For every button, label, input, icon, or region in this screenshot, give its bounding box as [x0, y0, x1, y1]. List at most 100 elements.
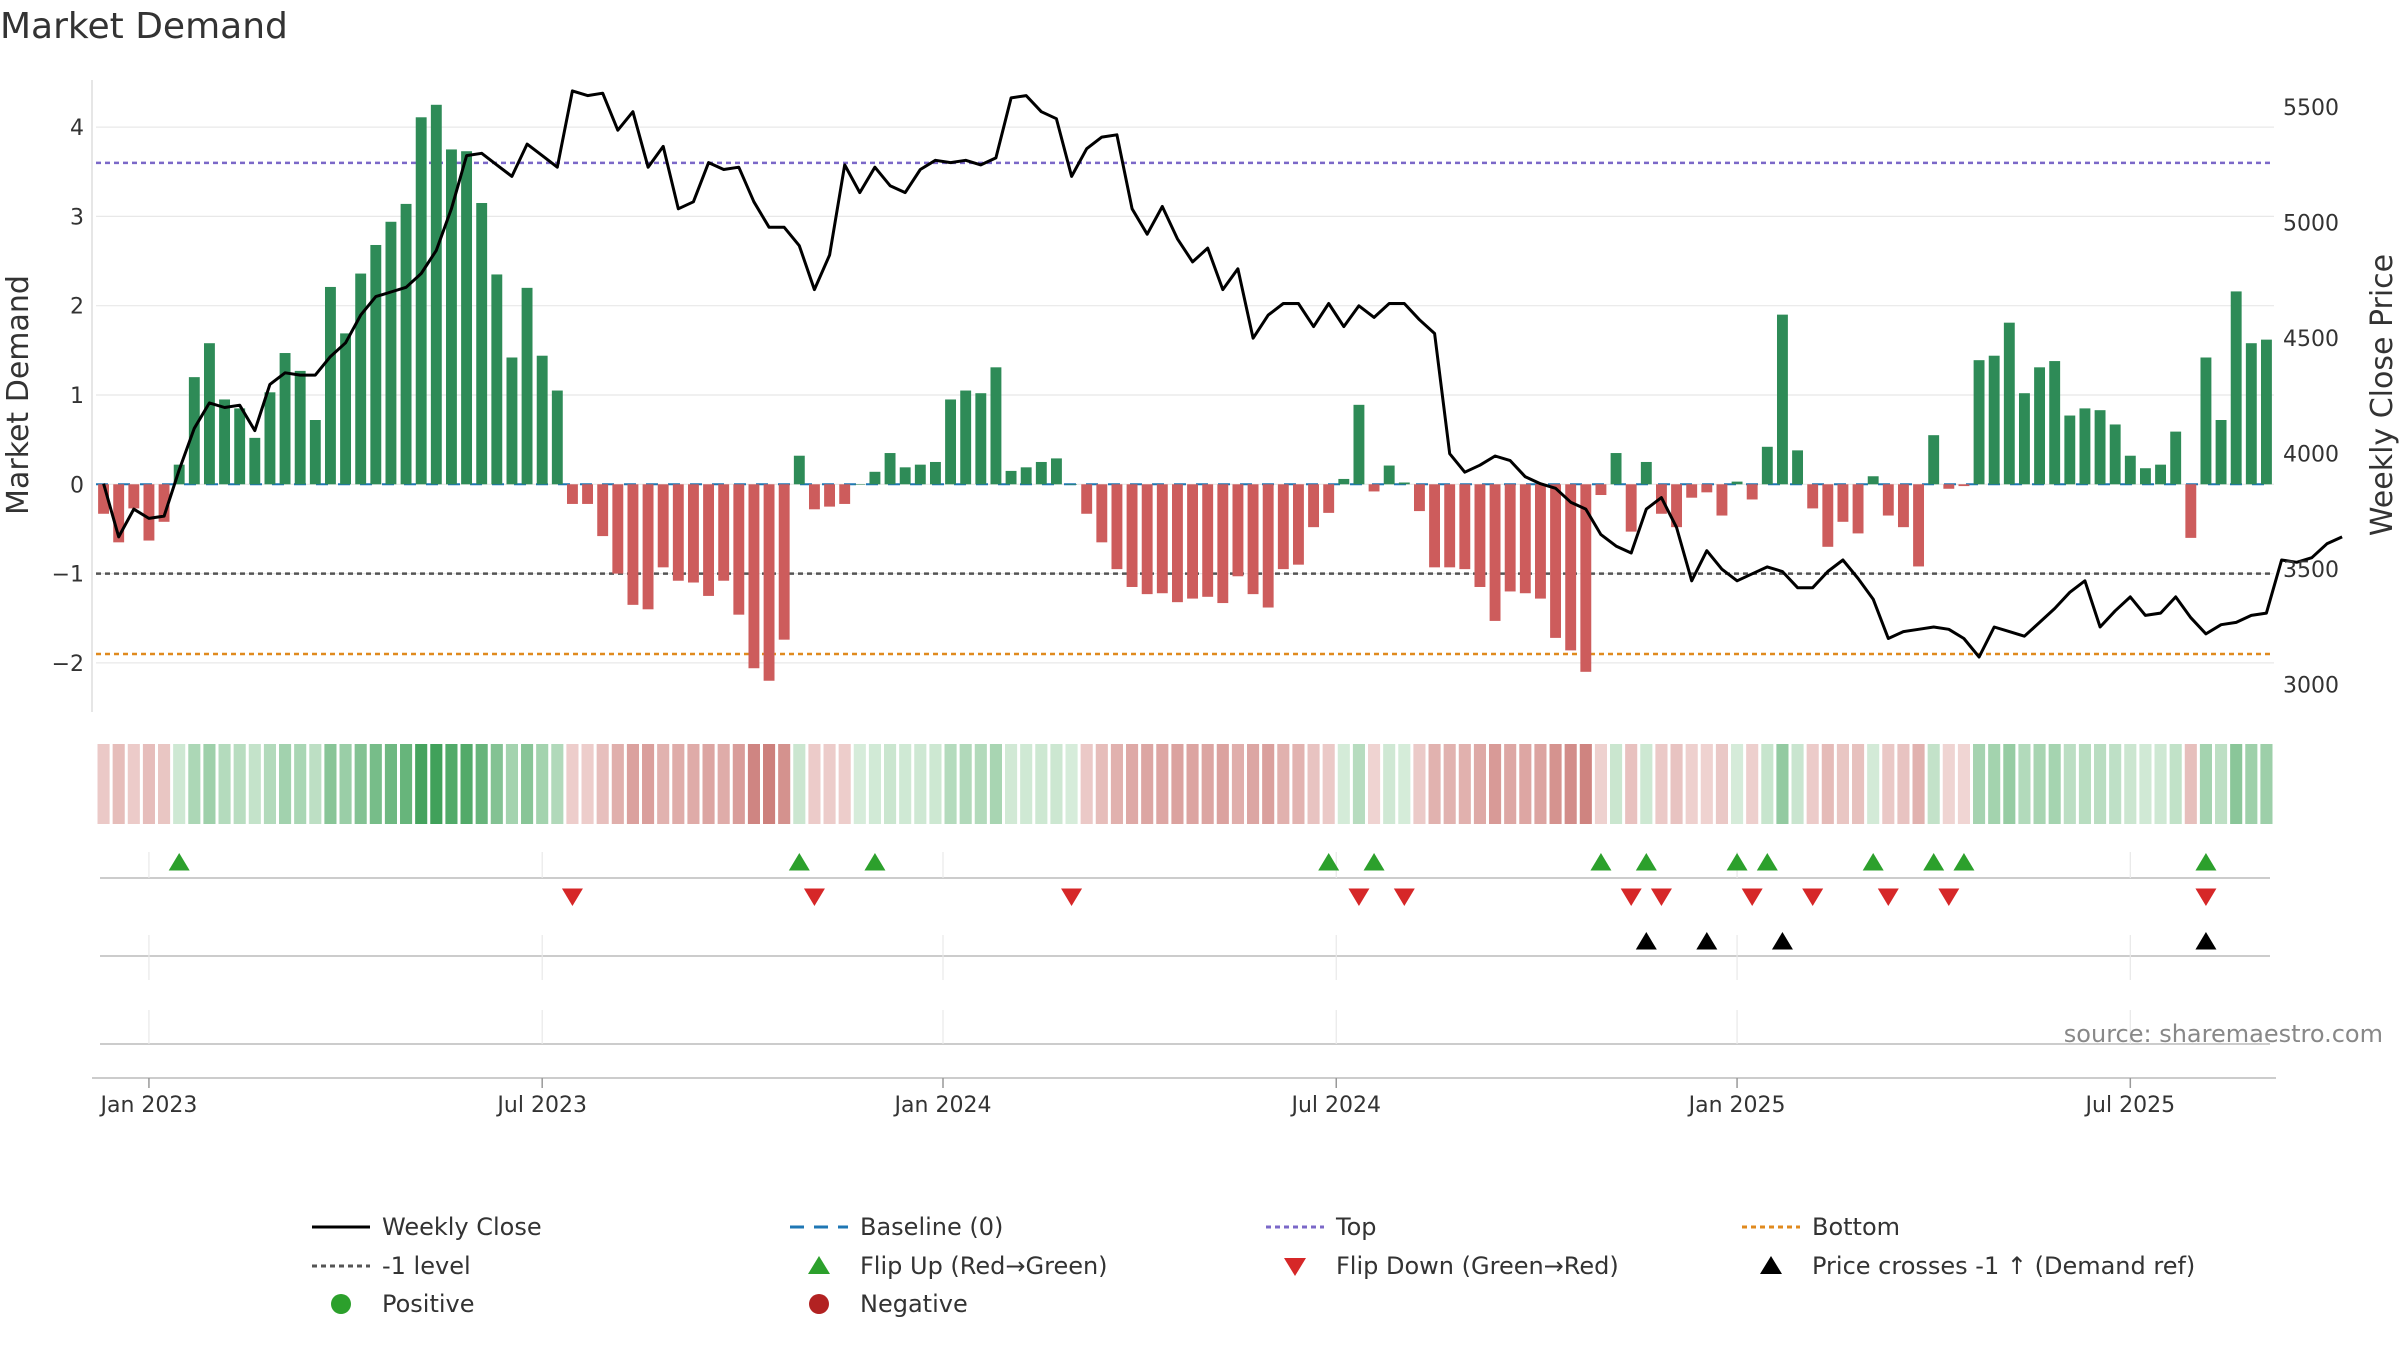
flip-down-marker — [2195, 888, 2217, 906]
heat-cell — [309, 744, 322, 824]
demand-bar — [264, 392, 276, 485]
demand-bar — [536, 355, 548, 485]
heat-cell — [1489, 744, 1502, 824]
demand-bar — [1746, 484, 1758, 500]
demand-bar — [1459, 484, 1471, 570]
demand-bar — [1882, 484, 1894, 516]
demand-bar — [234, 408, 246, 485]
y-right-tick-label: 3500 — [2283, 558, 2339, 583]
heat-cell — [672, 744, 685, 824]
heat-cell — [1534, 744, 1547, 824]
heat-cell — [1791, 744, 1804, 824]
demand-bar — [1580, 484, 1592, 672]
demand-bar — [143, 484, 155, 541]
legend-label: Negative — [860, 1290, 968, 1318]
heat-cell — [1988, 744, 2001, 824]
demand-bar — [400, 203, 412, 485]
heat-cell — [430, 744, 443, 824]
heat-cell — [853, 744, 866, 824]
demand-bar — [1217, 484, 1229, 604]
demand-bar — [1247, 484, 1259, 595]
heat-cell — [2018, 744, 2031, 824]
demand-bar — [793, 455, 805, 485]
heat-cell — [505, 744, 518, 824]
y-right-tick-label: 5500 — [2283, 96, 2339, 121]
heat-cell — [1685, 744, 1698, 824]
demand-bar — [2260, 339, 2272, 485]
heat-cell — [1141, 744, 1154, 824]
heat-cell — [354, 744, 367, 824]
heat-cell — [233, 744, 246, 824]
demand-bar — [1081, 484, 1093, 514]
heat-cell — [2094, 744, 2107, 824]
demand-bar — [1519, 484, 1531, 594]
demand-bar — [1171, 484, 1183, 603]
demand-bar — [1792, 450, 1804, 485]
legend-label: Bottom — [1812, 1213, 1900, 1241]
heat-cell — [1398, 744, 1411, 824]
demand-bar — [1686, 484, 1698, 498]
demand-bar — [1398, 482, 1410, 485]
flip-up-marker — [2195, 853, 2217, 871]
heat-cell — [2124, 744, 2137, 824]
demand-bar — [2034, 367, 2046, 485]
legend-label: Price crosses -1 ↑ (Demand ref) — [1812, 1252, 2195, 1280]
legend-item: Flip Up (Red→Green) — [808, 1252, 1108, 1280]
heat-cell — [1700, 744, 1713, 824]
demand-bar — [2109, 424, 2121, 485]
flip-up-marker — [788, 853, 810, 871]
demand-bar — [158, 484, 170, 522]
demand-bar — [1852, 484, 1864, 534]
heat-cell — [142, 744, 155, 824]
heat-cell — [1821, 744, 1834, 824]
demand-bar — [1731, 481, 1743, 485]
price-line-group — [102, 89, 2343, 659]
demand-bar — [778, 484, 790, 640]
y-right-tick-label: 5000 — [2283, 212, 2339, 237]
heat-cell — [294, 744, 307, 824]
demand-bar — [1050, 458, 1062, 485]
heat-cell — [899, 744, 912, 824]
heat-cell — [838, 744, 851, 824]
demand-bar — [2170, 431, 2182, 485]
heat-cell — [1262, 744, 1275, 824]
heat-cell — [2169, 744, 2182, 824]
demand-bar — [1701, 484, 1713, 493]
demand-bar — [491, 274, 503, 485]
flip-up-marker — [1363, 853, 1385, 871]
heat-cell — [702, 744, 715, 824]
heat-cell — [203, 744, 216, 824]
heat-cell — [1277, 744, 1290, 824]
heat-cell — [823, 744, 836, 824]
heat-cell — [1882, 744, 1895, 824]
y-left-tick-label: 1 — [70, 384, 84, 409]
demand-bar — [128, 484, 140, 509]
heat-cell — [1912, 744, 1925, 824]
heat-cell — [1610, 744, 1623, 824]
heat-cell — [490, 744, 503, 824]
flip-down-marker — [1061, 888, 1083, 906]
legend-circle-swatch — [809, 1294, 829, 1314]
demand-bar — [1610, 453, 1622, 485]
demand-bar — [1338, 478, 1350, 485]
legend-label: Top — [1335, 1213, 1377, 1241]
demand-bar — [566, 484, 578, 504]
demand-bar — [899, 467, 911, 485]
demand-bar — [1035, 461, 1047, 485]
heat-cell — [1564, 744, 1577, 824]
legend-circle-swatch — [331, 1294, 351, 1314]
heat-cell — [2199, 744, 2212, 824]
demand-bar — [808, 484, 820, 510]
heat-cell — [1655, 744, 1668, 824]
flip-up-marker — [1726, 853, 1748, 871]
demand-bar — [1262, 484, 1274, 608]
demand-bar — [642, 484, 654, 610]
y-right-tick-label: 3000 — [2283, 674, 2339, 699]
demand-bar — [657, 484, 669, 568]
demand-bar — [113, 484, 125, 543]
demand-bar — [294, 370, 306, 485]
heat-cell — [475, 744, 488, 824]
demand-bar — [2230, 291, 2242, 485]
